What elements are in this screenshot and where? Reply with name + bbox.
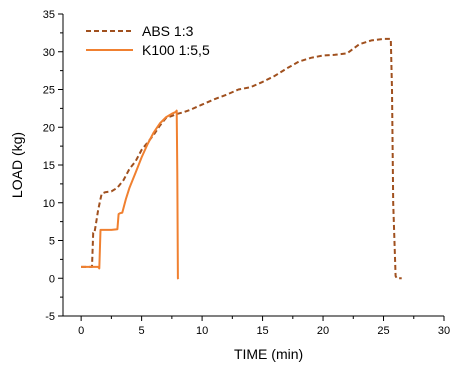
legend-label-k100: K100 1:5,5 <box>142 42 210 58</box>
x-tick-label: 0 <box>78 325 84 337</box>
series-line-1 <box>81 109 180 280</box>
axes <box>58 13 445 321</box>
y-tick-label: 25 <box>43 85 55 97</box>
plot-area <box>81 37 402 280</box>
y-tick-label: 10 <box>43 198 55 210</box>
x-tick-label: 5 <box>139 325 145 337</box>
x-tick-label: 15 <box>256 325 268 337</box>
x-tick-label: 25 <box>377 325 389 337</box>
legend-label-abs: ABS 1:3 <box>142 23 194 39</box>
y-tick-label: -5 <box>45 311 55 323</box>
y-tick-label: 35 <box>43 9 55 21</box>
x-tick-label: 10 <box>196 325 208 337</box>
y-tick-label: 5 <box>49 236 55 248</box>
y-axis-title: LOAD (kg) <box>9 132 25 198</box>
tick-labels: 0 5 10 15 20 25 30 -5 0 5 10 15 20 25 30 35 <box>43 9 450 337</box>
x-tick-label: 20 <box>317 325 329 337</box>
y-tick-label: 20 <box>43 122 55 134</box>
series-line-0 <box>81 37 402 280</box>
x-axis-title: TIME (min) <box>234 346 303 362</box>
y-tick-label: 15 <box>43 160 55 172</box>
x-tick-label: 30 <box>438 325 450 337</box>
y-tick-label: 30 <box>43 47 55 59</box>
y-tick-label: 0 <box>49 273 55 285</box>
legend: ABS 1:3 K100 1:5,5 <box>86 23 210 58</box>
